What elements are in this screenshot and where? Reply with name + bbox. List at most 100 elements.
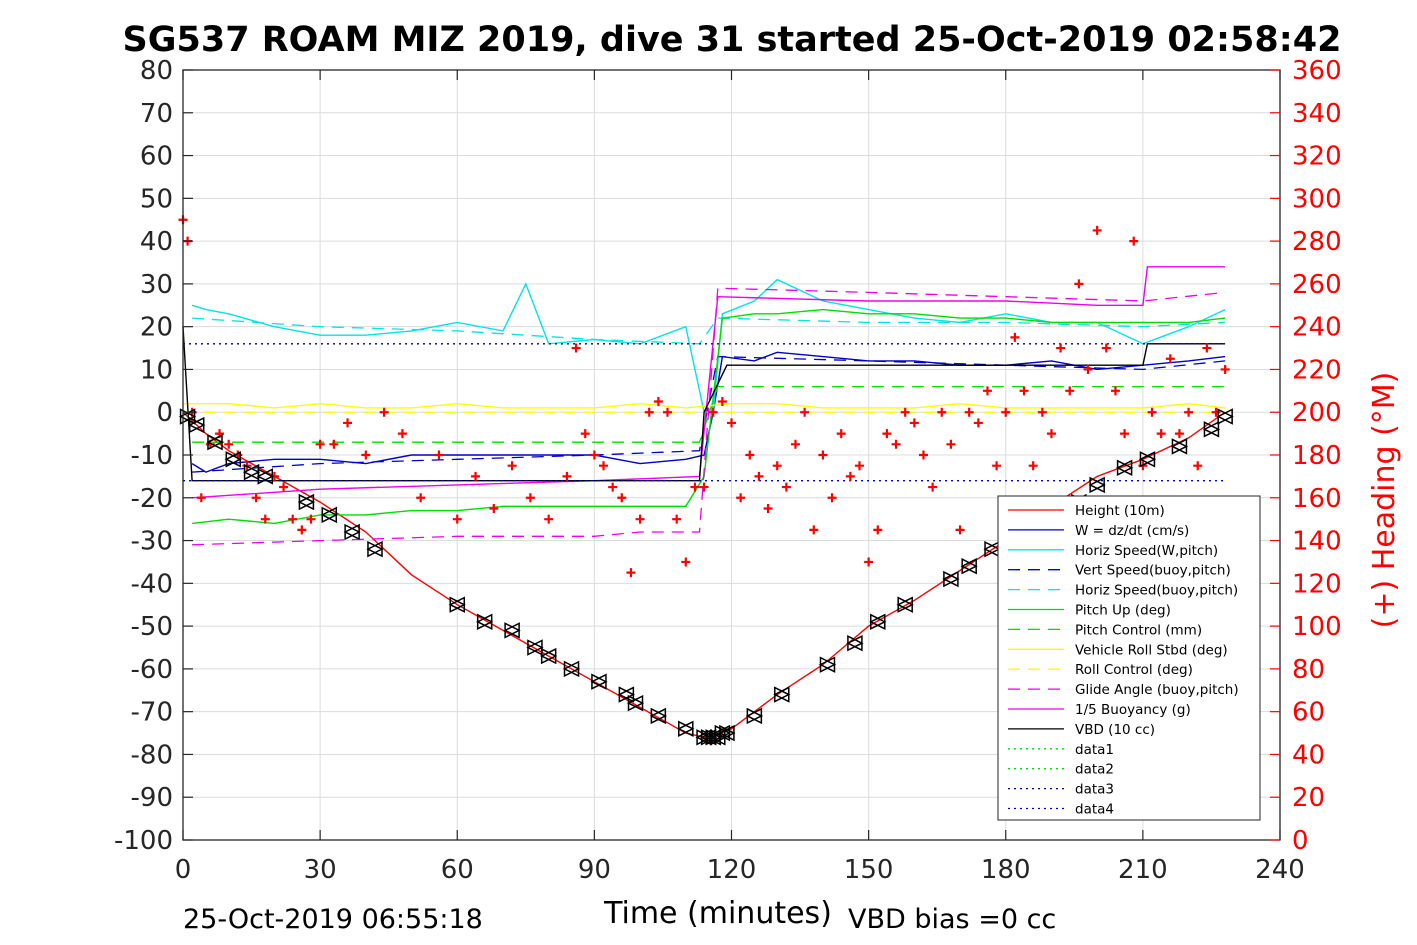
depth-marker-left (343, 523, 360, 541)
y2-tick-label: 180 (1292, 441, 1342, 471)
depth-marker (649, 707, 668, 725)
depth-marker-left (206, 433, 223, 451)
heading-point (599, 461, 609, 471)
x-tick-label: 150 (844, 855, 894, 885)
heading-point (562, 471, 572, 481)
heading-point (1010, 332, 1020, 342)
y-tick-label: -10 (131, 441, 173, 471)
heading-point (946, 439, 956, 449)
heading-point (507, 461, 517, 471)
depth-marker-left (1202, 421, 1220, 438)
legend-label-2: Horiz Speed(W,pitch) (1075, 543, 1218, 559)
depth-marker (256, 468, 274, 485)
heading-point (224, 439, 234, 449)
depth-marker (718, 724, 736, 742)
depth-marker (539, 647, 558, 665)
x-tick-label: 30 (304, 855, 337, 885)
x-tick-labels: 0 30 60 90 120 150 180 210 240 (175, 855, 1305, 885)
ticks (182, 69, 1281, 841)
depth-marker-left (718, 724, 735, 742)
y-tick-label: -40 (131, 569, 173, 599)
depth-marker (343, 523, 361, 541)
heading-point (836, 429, 846, 439)
heading-point (489, 503, 499, 513)
legend-label-15: data4 (1075, 802, 1114, 818)
depth-marker (448, 596, 466, 613)
depth-marker-left (178, 408, 196, 425)
heading-point (973, 418, 983, 428)
depth-marker (942, 570, 960, 588)
depth-marker (960, 558, 978, 575)
x-tick-label: 210 (1118, 855, 1168, 885)
heading-point (1184, 407, 1194, 417)
heading-point (1019, 386, 1029, 396)
heading-point (918, 450, 928, 460)
heading-point (653, 397, 663, 407)
y-tick-label: -20 (131, 484, 173, 514)
depth-marker-left (188, 416, 205, 434)
y2-tick-label: 0 (1292, 826, 1309, 856)
heading-point (809, 525, 819, 535)
heading-point (1001, 407, 1011, 417)
y-tick-label: -70 (131, 698, 173, 728)
heading-point (329, 439, 339, 449)
footer-vbd-bias: VBD bias =0 cc (848, 904, 1056, 935)
y2-axis-label: (+) Heading (°M) (1367, 372, 1402, 629)
legend-label-13: data2 (1075, 762, 1114, 778)
depth-marker (1138, 451, 1157, 468)
depth-marker-left (320, 506, 338, 524)
y2-tick-label: 360 (1292, 56, 1342, 86)
depth-marker (526, 639, 544, 656)
heading-point (928, 482, 938, 492)
depth-marker (818, 656, 837, 673)
heading-point (589, 450, 599, 460)
legend-label-1: W = dz/dt (cm/s) (1075, 523, 1189, 539)
heading-point (845, 471, 855, 481)
x-tick-label: 60 (441, 855, 474, 885)
heading-point (1147, 407, 1157, 417)
heading-point (827, 493, 837, 503)
legend-label-12: data1 (1075, 742, 1114, 758)
depth-marker-left (677, 720, 694, 737)
depth-marker (590, 673, 608, 690)
heading-point (608, 482, 618, 492)
legend: Height (10m) W = dz/dt (cm/s) Horiz Speed(… (997, 495, 1261, 821)
depth-marker-left (626, 694, 644, 712)
heading-point (617, 493, 627, 503)
legend-label-8: Roll Control (deg) (1075, 662, 1193, 678)
heading-point (1083, 364, 1093, 374)
x-tick-label: 90 (578, 855, 611, 885)
depth-marker-left (960, 558, 977, 575)
y2-tick-label: 80 (1292, 655, 1325, 685)
heading-point (882, 429, 892, 439)
heading-point (891, 439, 901, 449)
x-tick-label: 240 (1255, 855, 1305, 885)
heading-point (763, 503, 773, 513)
heading-point (1220, 364, 1230, 374)
legend-label-7: Vehicle Roll Stbd (deg) (1075, 642, 1228, 658)
y-tick-label: -60 (131, 655, 173, 685)
y-tick-label: 20 (140, 313, 173, 343)
depth-marker-left (224, 451, 242, 468)
depth-marker (562, 660, 581, 678)
y2-tick-label: 220 (1292, 355, 1342, 385)
heading-point (699, 482, 709, 492)
heading-point (754, 471, 764, 481)
y2-tick-label: 300 (1292, 184, 1342, 214)
depth-marker (366, 540, 384, 558)
depth-marker-left (256, 468, 274, 485)
depth-marker (745, 707, 764, 725)
heading-point (343, 418, 353, 428)
heading-point (1074, 279, 1084, 289)
y-tick-label: -50 (131, 612, 173, 642)
series-line-3 (192, 355, 1226, 473)
legend-label-10: 1/5 Buoyancy (g) (1075, 702, 1191, 718)
legend-label-0: Height (10m) (1075, 503, 1165, 519)
heading-point (690, 482, 700, 492)
heading-point (544, 514, 554, 524)
depth-marker-left (1170, 438, 1188, 455)
heading-point (379, 407, 389, 417)
depth-marker (1202, 421, 1221, 438)
depth-marker (1216, 408, 1234, 425)
depth-marker (1115, 459, 1134, 477)
